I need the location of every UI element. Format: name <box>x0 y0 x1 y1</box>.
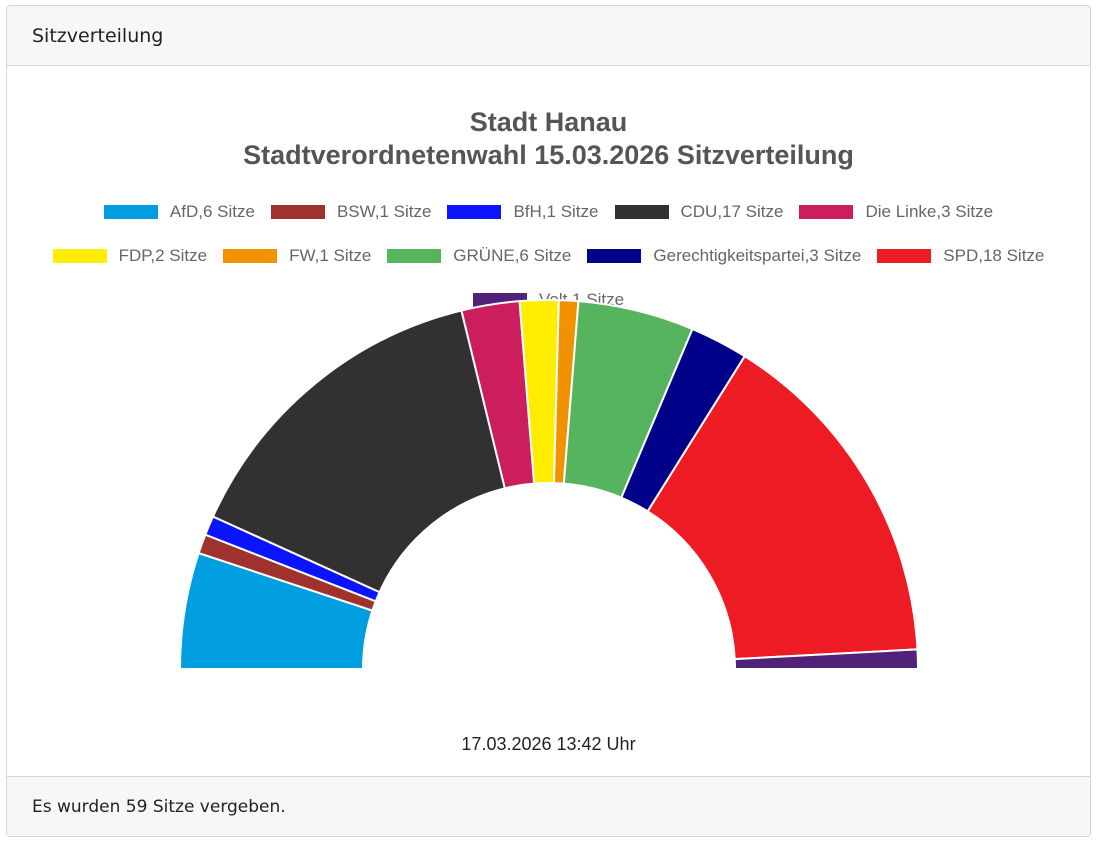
legend-item[interactable]: SPD,18 Sitze <box>877 246 1044 266</box>
legend-item[interactable]: FDP,2 Sitze <box>52 246 208 266</box>
seat-segment-cdu[interactable] <box>211 309 507 594</box>
legend-item[interactable]: GRÜNE,6 Sitze <box>387 246 571 266</box>
seat-distribution-card: Sitzverteilung Stadt Hanau Stadtverordne… <box>6 5 1091 837</box>
legend-label: SPD,18 Sitze <box>943 246 1045 265</box>
legend-swatch <box>387 249 442 263</box>
legend-item[interactable]: CDU,17 Sitze <box>614 202 784 222</box>
legend-swatch <box>447 205 502 219</box>
chart-area: Stadt Hanau Stadtverordnetenwahl 15.03.2… <box>7 66 1090 776</box>
legend-swatch <box>587 249 642 263</box>
chart-title: Stadt Hanau Stadtverordnetenwahl 15.03.2… <box>7 106 1090 172</box>
legend-item[interactable]: FW,1 Sitze <box>223 246 371 266</box>
legend-swatch <box>614 205 669 219</box>
legend-swatch <box>103 205 158 219</box>
card-header: Sitzverteilung <box>7 6 1090 66</box>
legend-label: Die Linke,3 Sitze <box>865 202 994 221</box>
chart-legend: AfD,6 Sitze BSW,1 Sitze BfH,1 Sitze CDU,17 … <box>37 202 1060 310</box>
legend-label: FDP,2 Sitze <box>118 246 208 265</box>
legend-label: FW,1 Sitze <box>289 246 372 265</box>
card-footer: Es wurden 59 Sitze vergeben. <box>7 776 1090 836</box>
timestamp: 17.03.2026 13:42 Uhr <box>461 734 636 754</box>
legend-label: BfH,1 Sitze <box>513 202 599 221</box>
legend-swatch <box>799 205 854 219</box>
half-doughnut-chart <box>178 299 920 670</box>
seat-segment-spd[interactable] <box>646 354 919 661</box>
seat-segment-volt[interactable] <box>733 648 920 670</box>
legend-item[interactable]: AfD,6 Sitze <box>103 202 255 222</box>
legend-swatch <box>52 249 107 263</box>
legend-label: BSW,1 Sitze <box>336 202 432 221</box>
legend-swatch <box>877 249 932 263</box>
legend-item[interactable]: Gerechtigkeitspartei,3 Sitze <box>587 246 861 266</box>
legend-label: Gerechtigkeitspartei,3 Sitze <box>653 246 862 265</box>
legend-label: CDU,17 Sitze <box>680 202 784 221</box>
legend-swatch <box>270 205 325 219</box>
chart-title-line-2: Stadtverordnetenwahl 15.03.2026 Sitzvert… <box>243 140 854 170</box>
legend-item[interactable]: BSW,1 Sitze <box>270 202 432 222</box>
legend-item[interactable]: BfH,1 Sitze <box>447 202 599 222</box>
legend-item[interactable]: Die Linke,3 Sitze <box>799 202 993 222</box>
legend-label: GRÜNE,6 Sitze <box>453 246 572 265</box>
chart-title-line-1: Stadt Hanau <box>469 107 628 137</box>
legend-label: AfD,6 Sitze <box>169 202 255 221</box>
legend-swatch <box>223 249 278 263</box>
